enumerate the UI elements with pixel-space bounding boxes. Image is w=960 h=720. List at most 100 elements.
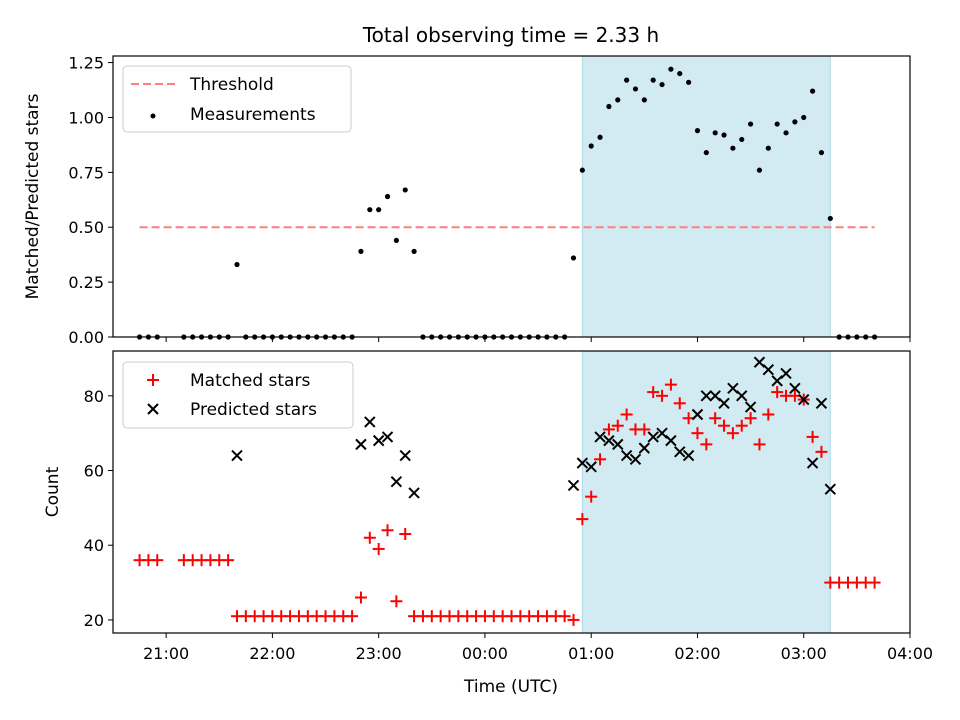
measurement-point	[748, 121, 754, 127]
legend-predicted-swatch	[147, 403, 159, 415]
measurement-point	[809, 88, 816, 94]
axes-frame	[112, 350, 911, 634]
measurement-point	[234, 261, 240, 268]
measurement-point	[570, 255, 577, 261]
predicted-star-point	[364, 416, 376, 428]
predicted-star-point	[390, 476, 403, 488]
matched-star-point	[771, 386, 784, 399]
matched-star-point	[399, 528, 412, 541]
matched-star-point	[558, 610, 571, 623]
measurement-point	[694, 128, 701, 134]
measurement-point	[730, 145, 736, 151]
legend: Threshold Measurements	[122, 65, 352, 133]
predicted-star-point	[567, 479, 580, 492]
predicted-star-point	[674, 446, 686, 458]
matched-star-point	[806, 430, 819, 443]
measurement-point	[367, 207, 373, 213]
predicted-star-point	[798, 393, 810, 406]
measurement-point	[659, 81, 665, 88]
measurement-point	[783, 130, 789, 136]
predicted-star-point	[806, 457, 819, 469]
predicted-star-point	[647, 431, 659, 443]
y-tick-label: 20	[84, 611, 104, 630]
matched-star-point	[647, 386, 660, 399]
matched-star-point	[744, 412, 757, 425]
x-tick-label: 21:00	[143, 644, 189, 663]
x-tick-label: 03:00	[781, 644, 827, 663]
measurement-points	[136, 66, 878, 340]
y-tick-label: 1.00	[68, 108, 104, 127]
measurement-point	[765, 145, 771, 151]
measurement-point	[756, 167, 763, 173]
x-tick-label: 23:00	[356, 644, 402, 663]
observing-window-span	[581, 350, 831, 634]
legend-measurements-label: Measurements	[190, 105, 316, 125]
y-axis-label: Matched/Predicted stars	[23, 93, 43, 299]
x-tick-label: 00:00	[462, 644, 508, 663]
count-points	[133, 356, 881, 626]
matched-star-point	[673, 397, 686, 410]
matched-star-point	[363, 531, 376, 544]
y-axis-label: Count	[43, 466, 63, 517]
legend-box	[122, 361, 354, 429]
x-tick-label: 02:00	[674, 644, 720, 663]
y-tick-label: 80	[84, 387, 104, 406]
x-axis-label: Time (UTC)	[463, 677, 558, 697]
y-tick-label: 0.50	[68, 218, 104, 237]
matched-star-point	[151, 554, 164, 567]
y-tick-label: 40	[84, 536, 104, 555]
legend-predicted-label: Predicted stars	[190, 400, 317, 420]
y-tick-label: 1.25	[68, 54, 104, 73]
measurement-point	[827, 215, 833, 222]
matched-star-point	[718, 419, 731, 432]
matched-star-point	[700, 438, 713, 451]
predicted-star-point	[620, 449, 633, 462]
shaded-span	[581, 350, 831, 634]
predicted-star-point	[691, 408, 704, 421]
measurement-point	[650, 77, 656, 83]
measurement-point	[677, 70, 683, 77]
shaded-span	[581, 55, 831, 338]
predicted-star-point	[700, 390, 713, 402]
matched-star-point	[381, 524, 394, 537]
matched-star-point	[638, 423, 651, 436]
y-tick-label: 60	[84, 462, 104, 481]
legend-box	[122, 65, 352, 133]
matched-star-point	[372, 542, 385, 555]
matched-star-point	[585, 490, 598, 503]
legend-matched-label: Matched stars	[190, 371, 310, 391]
predicted-star-point	[231, 449, 243, 462]
matched-star-point	[726, 427, 739, 440]
predicted-star-point	[789, 382, 801, 395]
measurement-point	[358, 248, 364, 254]
matched-star-point	[868, 576, 881, 589]
predicted-star-point	[718, 397, 730, 409]
measurement-point	[739, 136, 745, 143]
matched-star-point	[815, 445, 828, 458]
measurement-point	[597, 134, 603, 140]
predicted-star-point	[612, 438, 624, 451]
count-panel: 20 40 60 80 21:00 22:00 23:00 00:00 01:00 02:00 0…	[43, 350, 933, 697]
measurement-point	[801, 114, 807, 121]
y-axis-ticks: 20 40 60 80	[84, 387, 113, 630]
measurement-point	[641, 97, 647, 103]
measurement-point	[774, 121, 780, 127]
matched-star-point	[753, 438, 766, 451]
predicted-star-point	[355, 438, 367, 451]
matched-star-point	[709, 412, 722, 425]
predicted-star-point	[629, 453, 642, 466]
predicted-star-point	[585, 461, 597, 473]
y-tick-label: 0.25	[68, 273, 104, 292]
measurement-point	[393, 237, 399, 244]
legend-measurements-swatch	[150, 113, 156, 119]
measurement-point	[668, 66, 674, 72]
predicted-star-point	[815, 397, 828, 409]
measurement-point	[686, 79, 692, 85]
measurement-point	[579, 167, 585, 173]
measurement-point	[384, 193, 391, 200]
predicted-star-point	[665, 434, 677, 447]
ratio-panel: Total observing time = 2.33 h 0.000.250.…	[23, 23, 911, 347]
matched-star-point	[346, 610, 359, 623]
x-tick-label: 22:00	[249, 644, 295, 663]
